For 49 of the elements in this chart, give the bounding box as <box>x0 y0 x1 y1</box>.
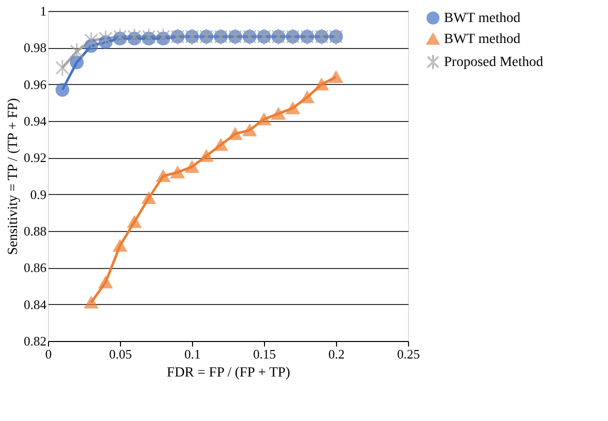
y-tick-label: 0.98 <box>24 40 46 56</box>
legend-label: BWT method <box>444 11 520 26</box>
y-tick-label: 0.82 <box>24 334 46 348</box>
x-tick-label: 0 <box>45 346 52 362</box>
point <box>314 78 328 90</box>
y-tick-label: 1 <box>40 4 46 18</box>
point <box>156 28 170 46</box>
point <box>228 128 242 140</box>
point <box>128 28 142 46</box>
point <box>98 30 112 48</box>
point <box>128 216 142 228</box>
point <box>142 28 156 46</box>
point <box>84 32 98 50</box>
point <box>70 55 84 70</box>
x-tick-label: 0.05 <box>109 346 132 362</box>
y-tick-label: 0.88 <box>24 224 46 238</box>
x-tick-label: 0.15 <box>253 346 276 362</box>
point <box>286 102 300 114</box>
y-tick-label: 0.9 <box>30 186 46 202</box>
point <box>200 150 214 162</box>
x-tick-label: 0.1 <box>184 346 201 362</box>
point <box>156 170 170 182</box>
point <box>98 276 112 288</box>
point <box>142 192 156 204</box>
point <box>272 108 286 120</box>
point <box>113 240 127 252</box>
y-axis-title: Sensitivity = TP / (TP + FP) <box>6 98 21 255</box>
point <box>300 91 314 104</box>
y-tick-label: 0.86 <box>24 260 47 276</box>
y-tick-label: 0.84 <box>24 296 47 312</box>
point <box>84 296 98 309</box>
point <box>170 166 184 178</box>
y-tick-label: 0.96 <box>24 76 47 92</box>
legend-label: BWT method <box>444 32 520 47</box>
point <box>257 113 271 126</box>
point <box>185 160 199 173</box>
point <box>329 70 343 84</box>
x-tick-label: 0.25 <box>397 346 420 362</box>
point <box>70 42 84 60</box>
x-axis-title: FDR = FP / (FP + TP) <box>166 366 291 380</box>
y-tick-label: 0.94 <box>24 114 47 128</box>
legend-label: Proposed Method <box>444 55 544 70</box>
point <box>214 138 228 151</box>
point <box>56 59 70 77</box>
x-tick-label: 0.2 <box>328 346 345 362</box>
point <box>56 82 70 97</box>
point <box>242 124 256 136</box>
y-tick-label: 0.92 <box>24 150 46 166</box>
point <box>113 28 127 46</box>
